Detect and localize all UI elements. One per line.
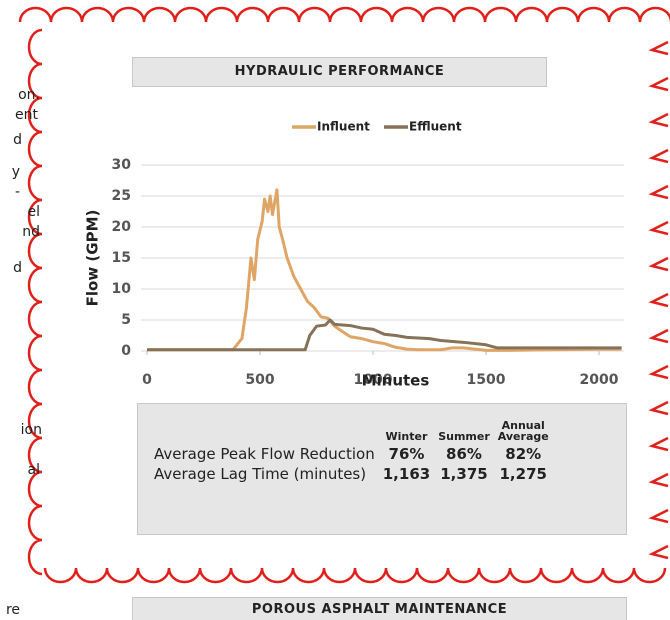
row-label: Average Lag Time (minutes) <box>154 465 367 483</box>
cell: 1,163 <box>382 465 431 483</box>
border-right <box>648 508 669 524</box>
cell: 86% <box>446 445 482 463</box>
summary-table: Winter Summer Annual Average Average Peak … <box>137 403 627 535</box>
x-tick-label: 500 <box>245 372 274 388</box>
y-tick-label: 5 <box>121 312 131 328</box>
side-text: d <box>13 260 22 276</box>
side-text: on. <box>18 87 40 103</box>
border-right <box>648 544 669 560</box>
border-right <box>648 112 669 128</box>
border-right <box>648 472 669 488</box>
border-right <box>648 364 669 380</box>
border-right <box>648 400 669 416</box>
legend-label: Effluent <box>409 120 462 134</box>
chart-title: HYDRAULIC PERFORMANCE <box>132 57 547 87</box>
line-series <box>147 188 622 352</box>
side-text: el <box>27 204 40 220</box>
cell: 1,375 <box>440 465 488 483</box>
cell: 76% <box>388 445 425 463</box>
border-left <box>27 28 43 576</box>
side-text: re <box>6 602 20 618</box>
column-header: Annual Average <box>497 419 549 443</box>
side-text: ion <box>21 422 42 438</box>
legend-label: Influent <box>317 120 370 134</box>
column-header: Summer <box>438 430 490 443</box>
border-top <box>18 6 670 23</box>
border-right <box>648 220 669 236</box>
cell: 1,275 <box>499 465 547 483</box>
y-axis-label: Flow (GPM) <box>84 210 102 307</box>
x-tick-label: 1000 <box>354 372 393 388</box>
side-text: al <box>28 462 40 478</box>
x-axis-label: Minutes <box>362 372 430 390</box>
footer-title: POROUS ASPHALT MAINTENANCE <box>132 597 627 620</box>
y-tick-label: 20 <box>112 219 132 235</box>
side-text: y <box>12 164 20 180</box>
border-right <box>648 148 669 164</box>
cell: 82% <box>505 445 542 463</box>
y-tick-label: 25 <box>112 188 131 204</box>
border-right <box>648 436 669 452</box>
y-tick-label: 30 <box>112 157 132 173</box>
y-tick-label: 15 <box>112 250 131 266</box>
border-right <box>648 40 669 56</box>
y-tick-label: 0 <box>121 343 131 359</box>
y-tick-label: 10 <box>112 281 132 297</box>
border-right <box>648 256 669 272</box>
border-right <box>648 328 669 344</box>
line-series <box>147 318 622 352</box>
x-tick-label: 1500 <box>467 372 506 388</box>
table: Winter Summer Annual Average Average Peak … <box>150 420 553 484</box>
border-right <box>648 76 669 92</box>
border-right <box>648 292 669 308</box>
x-tick-label: 0 <box>142 372 152 388</box>
border-bottom <box>43 567 667 584</box>
x-tick-label: 2000 <box>580 372 619 388</box>
side-text: d <box>13 132 22 148</box>
border-right <box>648 184 669 200</box>
row-label: Average Peak Flow Reduction <box>154 445 375 463</box>
side-text: - <box>15 184 20 200</box>
column-header: Winter <box>385 430 428 443</box>
side-text: nd <box>22 224 40 240</box>
side-text: ent <box>15 107 38 123</box>
